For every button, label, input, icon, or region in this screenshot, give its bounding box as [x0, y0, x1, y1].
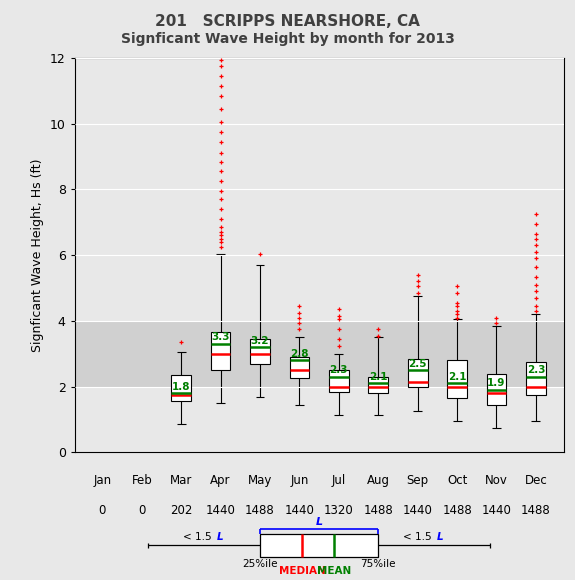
- Text: L: L: [316, 517, 323, 527]
- Text: L: L: [216, 532, 223, 542]
- Text: 3.3: 3.3: [212, 332, 230, 342]
- Text: Mar: Mar: [170, 474, 193, 487]
- Text: Signficant Wave Height by month for 2013: Signficant Wave Height by month for 2013: [121, 32, 454, 46]
- Text: Jul: Jul: [332, 474, 346, 487]
- Text: 2.8: 2.8: [290, 349, 309, 358]
- Text: 1440: 1440: [402, 503, 432, 517]
- Bar: [260, 534, 378, 557]
- Text: L: L: [436, 532, 443, 542]
- Text: Sep: Sep: [407, 474, 429, 487]
- Bar: [290, 357, 309, 379]
- Text: 1440: 1440: [285, 503, 315, 517]
- Text: 1440: 1440: [206, 503, 236, 517]
- Text: Aug: Aug: [367, 474, 390, 487]
- Bar: [329, 370, 348, 392]
- Text: 3.2: 3.2: [251, 336, 269, 346]
- Text: 2.3: 2.3: [527, 365, 545, 375]
- Text: 2.5: 2.5: [408, 358, 427, 369]
- Y-axis label: Signficant Wave Height, Hs (ft): Signficant Wave Height, Hs (ft): [31, 158, 44, 352]
- Text: 0: 0: [99, 503, 106, 517]
- Text: 2.1: 2.1: [369, 372, 388, 382]
- Text: Nov: Nov: [485, 474, 508, 487]
- Text: Jun: Jun: [290, 474, 309, 487]
- Text: 25%ile: 25%ile: [243, 559, 278, 570]
- Bar: [447, 360, 467, 398]
- Text: Feb: Feb: [131, 474, 152, 487]
- Bar: [486, 374, 507, 405]
- Bar: [526, 362, 546, 395]
- Bar: [75, 321, 564, 387]
- Text: 1.8: 1.8: [172, 382, 190, 392]
- Text: 2.3: 2.3: [329, 365, 348, 375]
- Text: 2.1: 2.1: [448, 372, 466, 382]
- Text: 1488: 1488: [442, 503, 472, 517]
- Text: 201   SCRIPPS NEARSHORE, CA: 201 SCRIPPS NEARSHORE, CA: [155, 14, 420, 30]
- Bar: [250, 339, 270, 364]
- Text: MEDIAN: MEDIAN: [279, 566, 325, 576]
- Text: Oct: Oct: [447, 474, 467, 487]
- Text: 1488: 1488: [363, 503, 393, 517]
- Text: 1488: 1488: [521, 503, 551, 517]
- Text: MEAN: MEAN: [317, 566, 351, 576]
- Text: Apr: Apr: [210, 474, 231, 487]
- Text: May: May: [248, 474, 272, 487]
- Text: Dec: Dec: [524, 474, 547, 487]
- Text: < 1.5: < 1.5: [404, 532, 435, 542]
- Text: Jan: Jan: [93, 474, 112, 487]
- Text: 1.9: 1.9: [487, 378, 505, 389]
- Text: 1440: 1440: [481, 503, 511, 517]
- Text: 1320: 1320: [324, 503, 354, 517]
- Bar: [408, 358, 428, 387]
- Text: 1488: 1488: [245, 503, 275, 517]
- Text: 202: 202: [170, 503, 193, 517]
- Text: 75%ile: 75%ile: [360, 559, 396, 570]
- Bar: [171, 375, 191, 401]
- Bar: [210, 332, 231, 370]
- Bar: [369, 377, 388, 393]
- Text: 0: 0: [138, 503, 145, 517]
- Text: < 1.5: < 1.5: [183, 532, 215, 542]
